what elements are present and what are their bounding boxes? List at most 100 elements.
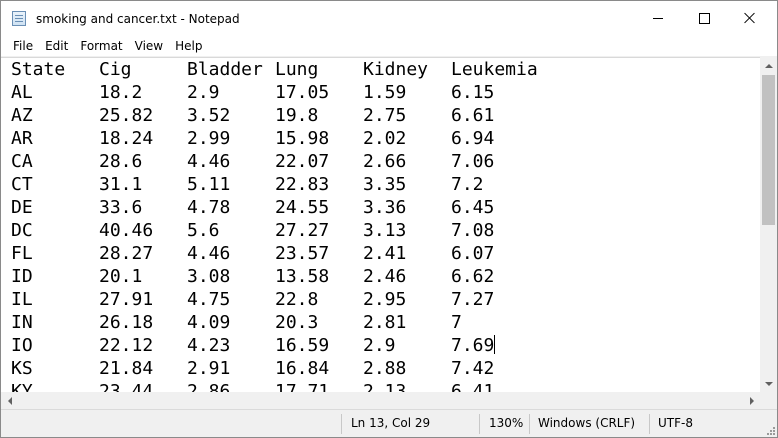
text-cell: 5.6 (187, 220, 220, 241)
text-line: IL 27.91 4.75 22.8 2.95 7.27 (11, 288, 561, 311)
arrow-up-icon (764, 63, 773, 68)
text-cell: 17.71 (275, 381, 330, 393)
arrow-right-icon (749, 396, 754, 405)
text-cell: IO (11, 335, 33, 356)
status-bar: Ln 13, Col 29 130% Windows (CRLF) UTF-8 (1, 409, 777, 437)
text-line: CA 28.6 4.46 22.07 2.66 7.06 (11, 150, 561, 173)
minimize-icon (653, 17, 663, 19)
text-cell: 2.75 (363, 105, 407, 126)
text-cell: 2.46 (363, 266, 407, 287)
text-line: IO 22.12 4.23 16.59 2.9 7.69 (11, 334, 561, 357)
close-button[interactable] (727, 1, 773, 35)
text-cell: 4.75 (187, 289, 231, 310)
status-separator (479, 414, 480, 434)
title-bar[interactable]: smoking and cancer.txt - Notepad (1, 1, 777, 35)
resize-grip-icon[interactable] (765, 425, 775, 435)
text-cell: 2.81 (363, 312, 407, 333)
text-cell: 17.05 (275, 82, 330, 103)
text-cell: 13.58 (275, 266, 330, 287)
text-cell: Bladder (187, 59, 263, 80)
text-cell: 2.9 (363, 335, 396, 356)
menu-view[interactable]: View (134, 38, 164, 53)
zoom-level: 130% (489, 416, 524, 430)
text-cell: 16.59 (275, 335, 330, 356)
text-cell: 7.06 (451, 151, 495, 172)
text-cell: 6.62 (451, 266, 495, 287)
text-cell: 40.46 (99, 220, 154, 241)
text-cell: CA (11, 151, 33, 172)
menu-help[interactable]: Help (175, 38, 203, 53)
text-cell: 6.94 (451, 128, 495, 149)
scrollbar-corner (760, 392, 777, 409)
text-cell: 6.15 (451, 82, 495, 103)
text-cell: 6.45 (451, 197, 495, 218)
text-cell: 27.27 (275, 220, 330, 241)
text-cell: 3.35 (363, 174, 407, 195)
text-cell: 16.84 (275, 358, 330, 379)
text-line: DE 33.6 4.78 24.55 3.36 6.45 (11, 196, 561, 219)
status-separator (529, 414, 530, 434)
text-content[interactable]: State Cig Bladder Lung Kidney Leukemia AL 18.2 2… (11, 58, 561, 393)
horizontal-scrollbar[interactable] (1, 392, 760, 409)
text-line: CT 31.1 5.11 22.83 3.35 7.2 (11, 173, 561, 196)
text-cell: IN (11, 312, 33, 333)
arrow-down-icon (764, 381, 773, 386)
vertical-scroll-thumb[interactable] (762, 75, 775, 225)
text-editor[interactable]: State Cig Bladder Lung Kidney Leukemia AL 18.2 2… (1, 57, 760, 393)
text-cell: 7.08 (451, 220, 495, 241)
text-cell: 2.66 (363, 151, 407, 172)
text-cell: 19.8 (275, 105, 319, 126)
text-cell: AZ (11, 105, 33, 126)
text-line: FL 28.27 4.46 23.57 2.41 6.07 (11, 242, 561, 265)
text-cell: 2.99 (187, 128, 231, 149)
text-cell: 27.91 (99, 289, 154, 310)
scroll-right-button[interactable] (743, 392, 760, 409)
menu-bar: File Edit Format View Help (1, 35, 777, 57)
text-cell: 15.98 (275, 128, 330, 149)
text-cell: 26.18 (99, 312, 154, 333)
text-cell: IL (11, 289, 33, 310)
text-cell: 4.46 (187, 243, 231, 264)
text-cell: CT (11, 174, 33, 195)
cursor-position: Ln 13, Col 29 (351, 416, 431, 430)
maximize-button[interactable] (681, 1, 727, 35)
menu-file[interactable]: File (13, 38, 34, 53)
text-cell: 4.23 (187, 335, 231, 356)
text-cell: DE (11, 197, 33, 218)
text-cell: 21.84 (99, 358, 154, 379)
window-title: smoking and cancer.txt - Notepad (36, 12, 240, 26)
text-cell: 7.42 (451, 358, 495, 379)
close-icon (744, 12, 756, 24)
text-cell: 6.41 (451, 381, 495, 393)
scroll-down-button[interactable] (760, 375, 777, 392)
line-ending: Windows (CRLF) (538, 416, 636, 430)
text-cell: AL (11, 82, 33, 103)
text-line: KY 23.44 2.86 17.71 2.13 6.41 (11, 380, 561, 393)
text-line: AZ 25.82 3.52 19.8 2.75 6.61 (11, 104, 561, 127)
scroll-left-button[interactable] (1, 392, 18, 409)
header-line: State Cig Bladder Lung Kidney Leukemia (11, 58, 561, 81)
minimize-button[interactable] (635, 1, 681, 35)
text-cell: 18.24 (99, 128, 154, 149)
text-cell: Leukemia (451, 59, 538, 80)
text-cell: 1.59 (363, 82, 407, 103)
text-cell: 2.91 (187, 358, 231, 379)
text-cell: 22.8 (275, 289, 319, 310)
scroll-up-button[interactable] (760, 57, 777, 74)
text-cell: 7.27 (451, 289, 495, 310)
text-line: IN 26.18 4.09 20.3 2.81 7 (11, 311, 561, 334)
text-cell: 20.1 (99, 266, 143, 287)
text-cell: 4.46 (187, 151, 231, 172)
text-cell: State (11, 59, 66, 80)
text-cell: 22.12 (99, 335, 154, 356)
status-separator (649, 414, 650, 434)
text-cell: 2.13 (363, 381, 407, 393)
text-cell: 18.2 (99, 82, 143, 103)
menu-format[interactable]: Format (80, 38, 123, 53)
notepad-app-icon (12, 11, 26, 26)
text-cell: 2.95 (363, 289, 407, 310)
text-cell: 25.82 (99, 105, 154, 126)
vertical-scrollbar[interactable] (760, 57, 777, 392)
menu-edit[interactable]: Edit (45, 38, 69, 53)
